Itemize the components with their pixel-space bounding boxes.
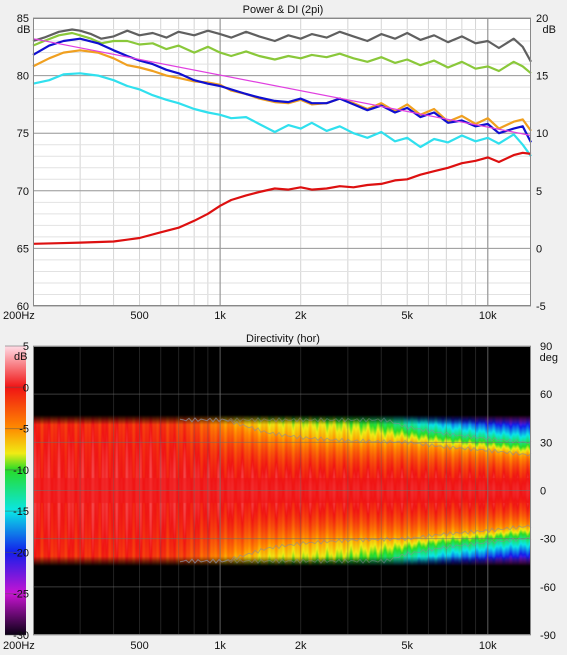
- left-y-tick-label: 65: [17, 243, 29, 255]
- right-y-tick-label: 0: [536, 243, 542, 255]
- contour-line: [179, 417, 532, 457]
- angle-tick-label: -60: [540, 582, 556, 594]
- colorbar-tick-label: -25: [13, 589, 29, 601]
- series-line-1: [32, 31, 532, 75]
- x-tick-label: 200Hz: [3, 640, 35, 652]
- power-di-series: [32, 28, 532, 245]
- x-tick-label: 1k: [214, 640, 226, 652]
- x-tick-label: 5k: [401, 310, 413, 322]
- right-y-tick-label: 10: [536, 128, 548, 140]
- left-y-tick-label: 80: [17, 71, 29, 83]
- colorbar-unit: dB: [14, 351, 27, 363]
- right-y-tick-label: 15: [536, 71, 548, 83]
- x-tick-label: 500: [130, 310, 148, 322]
- x-tick-label: 2k: [295, 310, 307, 322]
- colorbar-tick-label: 5: [23, 341, 29, 353]
- series-line-5: [32, 72, 532, 157]
- colorbar: [5, 346, 26, 635]
- left-y-tick-label: 70: [17, 186, 29, 198]
- colorbar-tick-label: -10: [13, 465, 29, 477]
- series-line-3: [32, 37, 532, 143]
- angle-tick-label: 30: [540, 437, 552, 449]
- power-di-chart: 60 65 70 75 80 85 -5 0 5 10 15 20 200Hz 500 1k 2k 5k 10k P…: [3, 4, 556, 322]
- x-tick-label: 10k: [479, 310, 497, 322]
- x-tick-label: 200Hz: [3, 310, 35, 322]
- x-tick-label: 1k: [214, 310, 226, 322]
- x-tick-label: 5k: [401, 640, 413, 652]
- left-y-tick-label: 75: [17, 128, 29, 140]
- x-tick-label: 2k: [295, 640, 307, 652]
- right-y-tick-label: 20: [536, 13, 548, 25]
- power-di-right-axis-unit: dB: [543, 24, 556, 36]
- x-tick-label: 10k: [479, 640, 497, 652]
- angle-tick-label: 60: [540, 389, 552, 401]
- directivity-gridlines: [33, 345, 531, 636]
- contour-line: [179, 524, 532, 564]
- x-tick-label: 500: [130, 640, 148, 652]
- series-line-4: [32, 38, 532, 137]
- colorbar-tick-label: 0: [23, 382, 29, 394]
- series-line-2: [32, 49, 532, 132]
- power-di-left-axis-unit: dB: [17, 24, 30, 36]
- angle-tick-label: 0: [540, 486, 546, 498]
- contour-line: [179, 417, 532, 445]
- directivity-chart-title: Directivity (hor): [246, 333, 320, 345]
- series-line-6: [32, 151, 532, 245]
- colorbar-tick-label: -5: [19, 424, 29, 436]
- angle-tick-label: 90: [540, 341, 552, 353]
- series-line-0: [32, 28, 532, 63]
- colorbar-tick-label: -20: [13, 547, 29, 559]
- colorbar-tick-label: -15: [13, 506, 29, 518]
- power-di-plot-area: [33, 18, 531, 306]
- directivity-chart: -30 -25 -20 -15 -10 -5 0 5 -90 -60 -30 0 30 60 90 200Hz…: [3, 333, 558, 652]
- directivity-angle-unit: deg: [540, 352, 558, 364]
- contour-line: [179, 536, 532, 564]
- right-y-tick-label: 5: [536, 186, 542, 198]
- power-di-plot-border: [33, 18, 531, 306]
- right-y-tick-label: -5: [536, 301, 546, 313]
- angle-tick-label: -90: [540, 630, 556, 642]
- left-y-tick-label: 85: [17, 13, 29, 25]
- directivity-contours: [179, 417, 532, 564]
- power-di-chart-title: Power & DI (2pi): [243, 4, 324, 16]
- left-y-tick-label: 60: [17, 301, 29, 313]
- angle-tick-label: -30: [540, 534, 556, 546]
- directivity-plot-border: [33, 346, 531, 635]
- colorbar-tick-label: -30: [13, 630, 29, 642]
- colorbar-ticks: [5, 345, 26, 636]
